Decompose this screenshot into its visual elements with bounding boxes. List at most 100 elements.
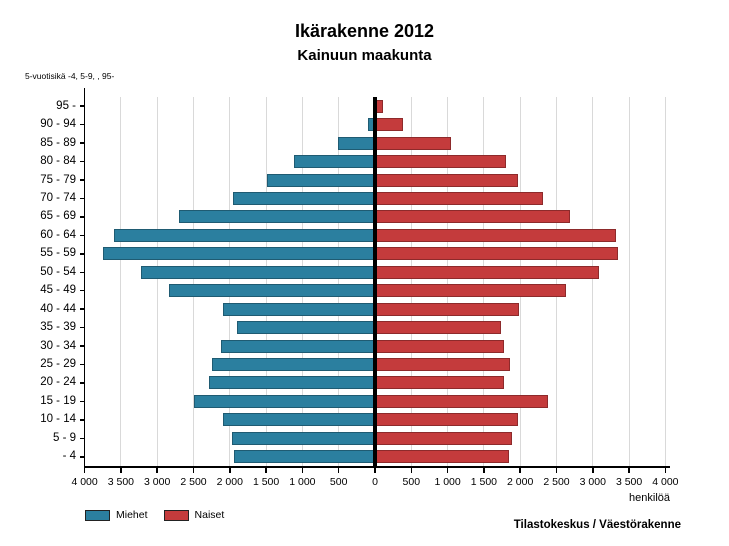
legend: Miehet Naiset bbox=[85, 508, 240, 522]
x-axis-tick bbox=[664, 467, 667, 473]
bar-naiset-80-84 bbox=[375, 155, 506, 169]
bar-miehet-25-29 bbox=[211, 358, 375, 372]
x-tick-label: 1 500 bbox=[252, 476, 280, 488]
gridline bbox=[156, 97, 158, 466]
x-tick-label: 2 500 bbox=[543, 476, 570, 488]
age-label: 80 - 84 bbox=[40, 155, 76, 168]
y-axis-tick bbox=[79, 456, 85, 458]
bar-miehet-85-89 bbox=[337, 136, 375, 150]
chart-subtitle: Kainuun maakunta bbox=[297, 47, 432, 64]
gridline bbox=[301, 97, 303, 466]
bar-naiset-25-29 bbox=[375, 358, 511, 372]
y-axis-tick bbox=[79, 289, 85, 292]
x-axis-tick bbox=[519, 467, 521, 473]
x-axis-tick bbox=[410, 467, 413, 473]
bar-naiset-85-89 bbox=[375, 136, 452, 150]
x-axis-tick bbox=[301, 467, 304, 473]
y-axis-tick bbox=[79, 400, 85, 403]
legend-swatch-naiset bbox=[163, 509, 189, 521]
bar-naiset-55-59 bbox=[375, 247, 619, 261]
y-axis-tick bbox=[79, 253, 85, 255]
y-axis-tick bbox=[79, 142, 85, 144]
age-label: 60 - 64 bbox=[40, 228, 76, 241]
age-label: 70 - 74 bbox=[40, 191, 76, 204]
gridline bbox=[265, 97, 267, 466]
gridline bbox=[338, 97, 340, 466]
gridline bbox=[592, 97, 594, 466]
legend-label-miehet: Miehet bbox=[116, 509, 148, 521]
x-axis-tick bbox=[192, 467, 195, 473]
x-tick-label: 2 000 bbox=[507, 476, 534, 488]
bar-naiset-70-74 bbox=[375, 191, 544, 205]
age-label: 40 - 44 bbox=[40, 302, 76, 315]
gridline bbox=[410, 97, 412, 466]
x-axis-tick bbox=[374, 467, 376, 473]
gridline bbox=[519, 97, 521, 466]
y-axis-note: 5-vuotisikä -4, 5-9, , 95- bbox=[25, 71, 115, 81]
bar-miehet-20-24 bbox=[208, 376, 375, 390]
bar-miehet-75-79 bbox=[266, 173, 375, 187]
bar-naiset-5-9 bbox=[375, 431, 513, 445]
x-tick-label: 1 000 bbox=[434, 476, 461, 488]
y-axis-tick bbox=[79, 382, 85, 384]
y-axis-tick bbox=[79, 308, 85, 310]
y-axis-tick bbox=[79, 363, 85, 366]
age-label: 30 - 34 bbox=[40, 339, 76, 352]
age-label: 5 - 9 bbox=[52, 431, 76, 444]
y-axis-tick bbox=[79, 271, 85, 274]
bar-miehet-60-64 bbox=[114, 228, 375, 242]
x-axis-tick bbox=[483, 467, 485, 473]
legend-label-naiset: Naiset bbox=[194, 509, 225, 521]
x-axis-line bbox=[83, 466, 671, 468]
age-label: 45 - 49 bbox=[40, 284, 76, 297]
y-axis-tick bbox=[79, 419, 85, 421]
y-axis-line bbox=[83, 88, 86, 466]
x-axis-unit-label: henkilöä bbox=[629, 492, 670, 504]
source-credit: Tilastokeskus / Väestörakenne bbox=[513, 519, 681, 531]
x-axis-tick bbox=[555, 467, 558, 473]
x-tick-label: 3 500 bbox=[615, 476, 643, 488]
x-tick-label: 0 bbox=[372, 476, 378, 488]
age-label: 35 - 39 bbox=[40, 321, 76, 334]
y-axis-tick bbox=[79, 123, 85, 126]
age-label: 85 - 89 bbox=[40, 136, 76, 149]
y-axis-tick bbox=[79, 105, 85, 107]
bar-naiset-20-24 bbox=[375, 376, 505, 390]
x-axis-tick bbox=[446, 467, 449, 473]
bar-miehet-15-19 bbox=[194, 394, 375, 408]
x-axis-tick bbox=[265, 467, 267, 473]
x-axis-tick bbox=[229, 467, 231, 473]
x-tick-label: 3 000 bbox=[579, 476, 606, 488]
x-axis-tick bbox=[337, 467, 340, 473]
gridline bbox=[628, 97, 630, 466]
bar-naiset-75-79 bbox=[375, 173, 519, 187]
bar-miehet-65-69 bbox=[178, 210, 375, 224]
gridline bbox=[664, 97, 666, 466]
bar-miehet-45-49 bbox=[168, 284, 375, 298]
bar-naiset-60-64 bbox=[375, 228, 617, 242]
age-label: 75 - 79 bbox=[40, 173, 76, 186]
age-label: 15 - 19 bbox=[40, 394, 76, 407]
bar-miehet-40-44 bbox=[222, 302, 375, 316]
x-axis-tick bbox=[83, 467, 86, 473]
bar-miehet-5-9 bbox=[231, 431, 375, 445]
x-tick-label: 500 bbox=[329, 476, 348, 488]
age-label: 10 - 14 bbox=[40, 413, 76, 426]
age-label: 95 - bbox=[56, 99, 76, 112]
x-tick-label: 2 000 bbox=[216, 476, 243, 488]
bar-naiset-40-44 bbox=[375, 302, 519, 316]
bar-naiset-30-34 bbox=[375, 339, 505, 353]
zero-axis-line bbox=[373, 97, 377, 466]
y-axis-tick bbox=[79, 234, 85, 237]
x-axis-tick bbox=[120, 467, 122, 473]
x-axis-tick bbox=[628, 467, 630, 473]
bar-naiset--4 bbox=[375, 450, 510, 464]
y-axis-tick bbox=[79, 216, 85, 218]
gridline bbox=[120, 97, 122, 466]
age-label: 50 - 54 bbox=[40, 265, 76, 278]
bar-naiset-15-19 bbox=[375, 394, 548, 408]
bar-miehet-80-84 bbox=[293, 155, 375, 169]
x-axis-tick bbox=[156, 467, 158, 473]
x-tick-label: 3 500 bbox=[107, 476, 135, 488]
